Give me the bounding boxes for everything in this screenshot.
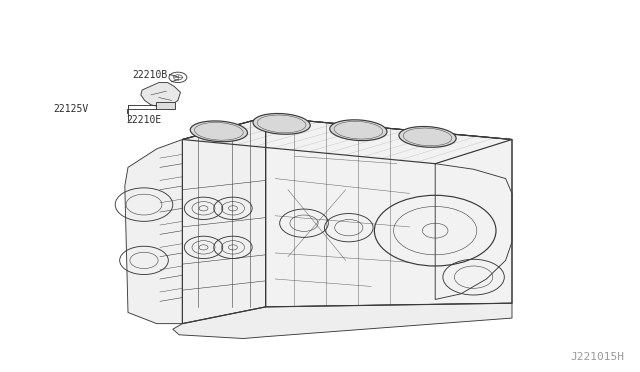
- FancyBboxPatch shape: [156, 102, 175, 109]
- Text: 22210E: 22210E: [127, 115, 162, 125]
- Ellipse shape: [253, 113, 310, 134]
- Polygon shape: [125, 140, 182, 324]
- Ellipse shape: [399, 126, 456, 147]
- Polygon shape: [182, 117, 512, 164]
- Text: 22125V: 22125V: [53, 105, 88, 114]
- Text: J221015H: J221015H: [570, 352, 624, 362]
- Polygon shape: [182, 117, 266, 324]
- Polygon shape: [173, 303, 512, 339]
- Polygon shape: [266, 117, 512, 307]
- Polygon shape: [141, 83, 180, 107]
- Text: 22210B: 22210B: [132, 70, 168, 80]
- Ellipse shape: [190, 121, 248, 142]
- Ellipse shape: [330, 120, 387, 141]
